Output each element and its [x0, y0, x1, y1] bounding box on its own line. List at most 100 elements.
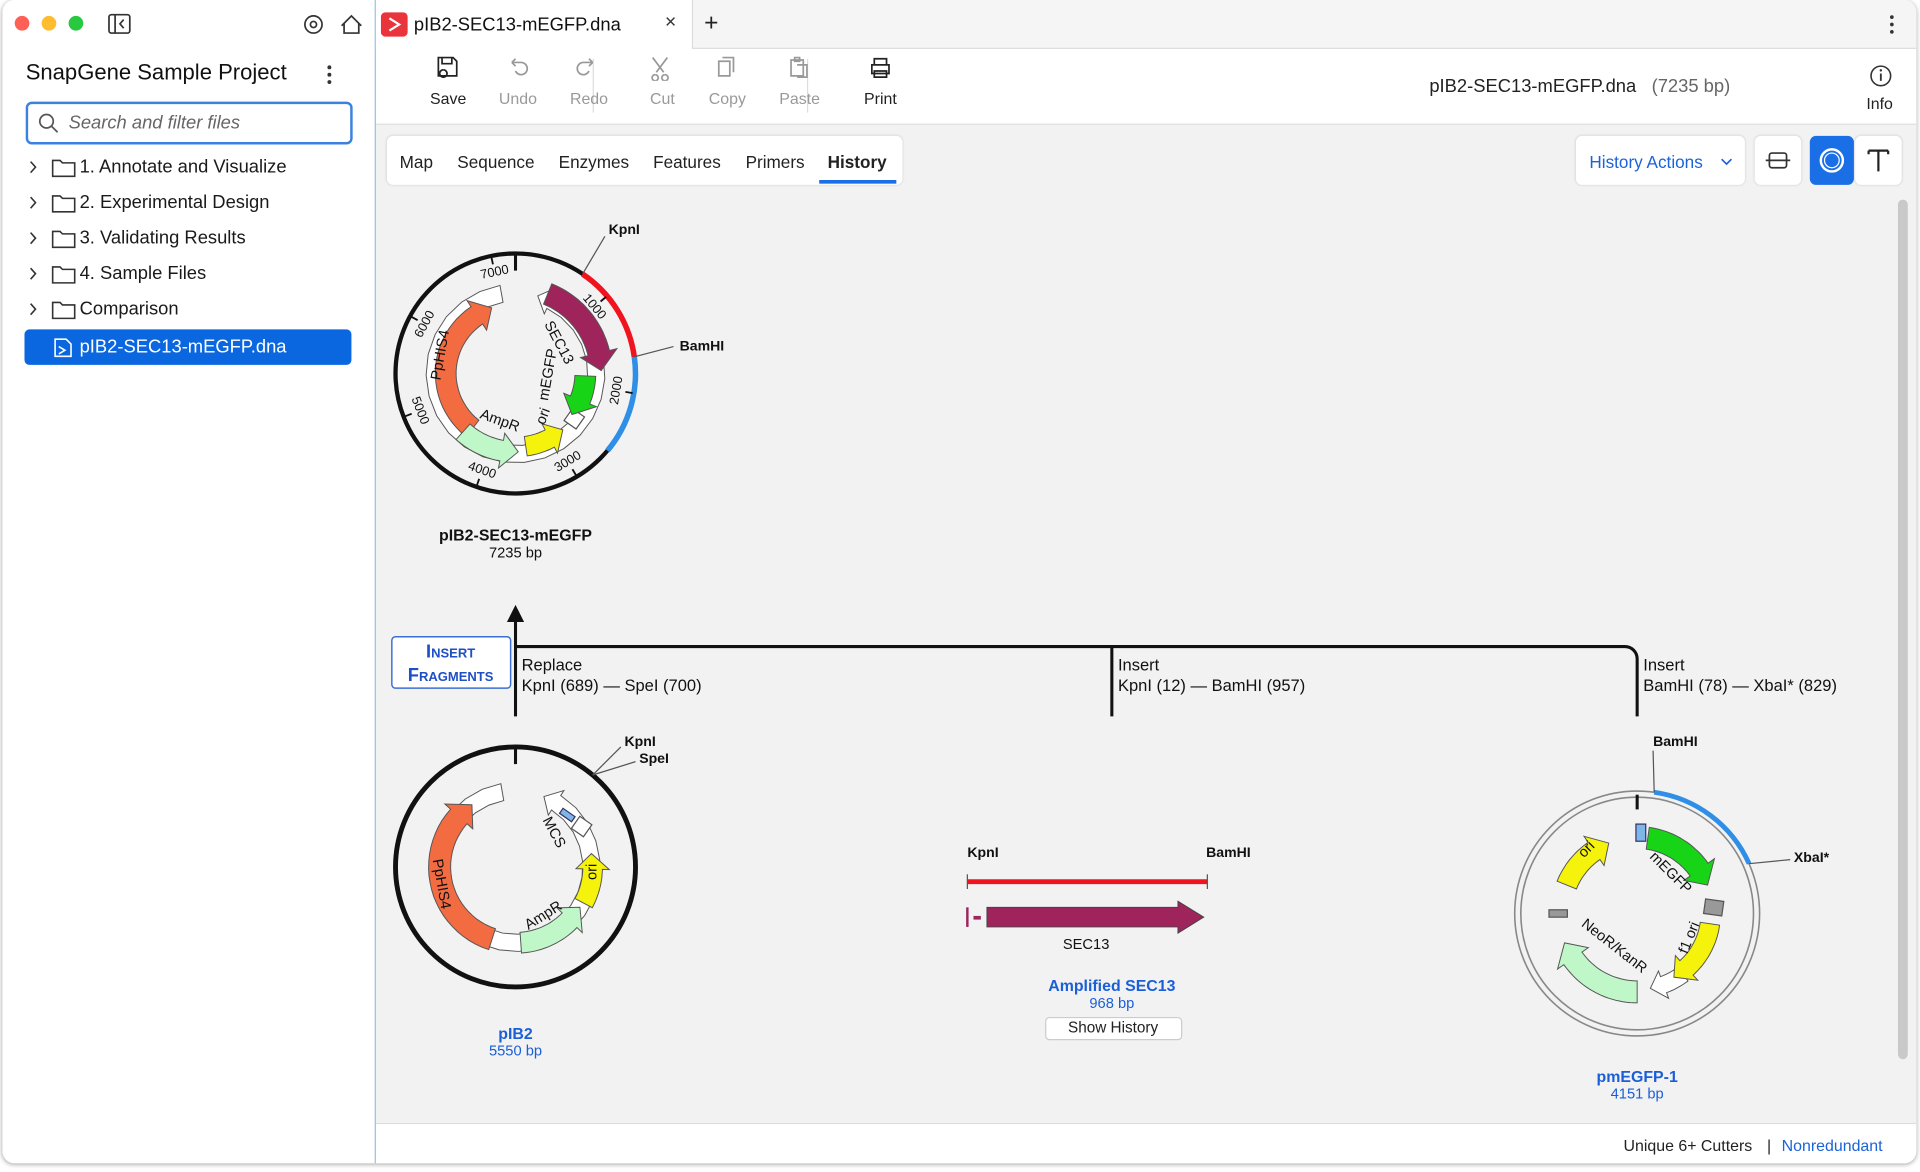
- feature-box: [1635, 823, 1647, 842]
- site-label: KpnI: [624, 733, 655, 749]
- toolbar-divider: [592, 58, 594, 113]
- window-menu[interactable]: [1886, 12, 1898, 36]
- view-tab-bar: [386, 135, 903, 185]
- input-size: 968 bp: [1089, 996, 1134, 1012]
- toolbar-button[interactable]: Undo: [484, 54, 553, 108]
- folder-icon: [30, 301, 76, 320]
- zoom-button[interactable]: [68, 15, 84, 31]
- feature-arrow: [562, 375, 598, 416]
- insert-region: [1653, 789, 1752, 865]
- feature-arrow: [1556, 942, 1638, 1004]
- view-tab[interactable]: Enzymes: [558, 151, 630, 172]
- folder-row[interactable]: 1. Annotate and Visualize: [24, 149, 351, 185]
- feature-mark: [966, 907, 969, 927]
- text-view-button[interactable]: [1855, 135, 1902, 185]
- view-tab[interactable]: Features: [653, 151, 721, 172]
- input-size: 4151 bp: [1611, 1087, 1664, 1103]
- folder-row[interactable]: 3. Validating Results: [24, 220, 351, 256]
- folder-name: Comparison: [79, 298, 179, 320]
- circular-view-button[interactable]: [1809, 135, 1854, 185]
- folder-row[interactable]: 4. Sample Files: [24, 256, 351, 292]
- dash: —: [1186, 676, 1212, 695]
- toolbar-divider: [806, 58, 809, 113]
- window-controls: [14, 13, 362, 34]
- site-from: BamHI (78): [1643, 676, 1727, 695]
- folder-icon: [30, 266, 76, 284]
- feature-label: SEC13: [1063, 937, 1110, 953]
- site-leader: [634, 345, 674, 358]
- feature-arrow: [1556, 835, 1610, 890]
- show-history-button[interactable]: [1045, 1016, 1183, 1041]
- folder-icon: [30, 159, 76, 178]
- scrollbar[interactable]: [1897, 199, 1908, 1060]
- tab-close[interactable]: ×: [664, 12, 677, 34]
- toolbar-label: Save: [430, 89, 467, 108]
- tick-mark: [410, 315, 419, 322]
- sidebar-toggle[interactable]: [108, 13, 131, 34]
- info-icon[interactable]: [1867, 62, 1894, 89]
- toolbar: pIB2-SEC13-mEGFP.dna (7235 bp) Info: [375, 48, 1917, 125]
- site-label: KpnI: [967, 844, 998, 860]
- folder-row[interactable]: Comparison: [24, 291, 351, 327]
- arrow-head: [506, 604, 525, 623]
- operation-sites: BamHI (78) — XbaI* (829): [1643, 676, 1837, 695]
- toolbar-button[interactable]: Print: [846, 54, 915, 108]
- site-label: SpeI: [639, 750, 669, 766]
- product-name: pIB2-SEC13-mEGFP: [439, 528, 592, 545]
- search-placeholder: Search and filter files: [68, 112, 241, 134]
- toolbar-button[interactable]: Save: [414, 54, 483, 108]
- new-tab[interactable]: +: [704, 9, 719, 37]
- view-tab-active[interactable]: History: [827, 151, 887, 172]
- view-tab[interactable]: Sequence: [457, 151, 535, 172]
- site-leader: [1652, 750, 1655, 793]
- selected-file[interactable]: pIB2-SEC13-mEGFP.dna: [24, 329, 352, 365]
- operation-action: Replace: [522, 655, 583, 674]
- file-name: pIB2-SEC13-mEGFP.dna (7235 bp): [1429, 76, 1730, 97]
- toolbar-icon: [870, 57, 890, 79]
- chevron: [1721, 158, 1733, 166]
- toolbar-button[interactable]: Copy: [693, 54, 762, 108]
- view-tab[interactable]: Map: [399, 151, 434, 172]
- close-button[interactable]: [14, 15, 30, 31]
- minimize-button[interactable]: [41, 15, 57, 31]
- history-connector: [513, 618, 1639, 717]
- home-button[interactable]: [341, 14, 362, 34]
- document-tab[interactable]: pIB2-SEC13-mEGFP.dna ×: [375, 0, 694, 49]
- site-leader: [1748, 858, 1791, 865]
- toolbar-icon: [790, 56, 808, 79]
- feature-label: 7000: [479, 261, 510, 281]
- feature-arrow: [1645, 826, 1716, 886]
- feature-label: 5000: [409, 394, 433, 426]
- search-box[interactable]: Search and filter files: [25, 101, 353, 145]
- tab-title: pIB2-SEC13-mEGFP.dna: [413, 14, 621, 36]
- toolbar-label: Print: [864, 89, 897, 108]
- dash: —: [1728, 676, 1754, 695]
- input-name: pIB2: [498, 1026, 533, 1043]
- toolbar-icon: [437, 56, 458, 78]
- operation-sites: KpnI (689) — SpeI (700): [522, 676, 702, 695]
- feature-label: ori: [533, 406, 554, 427]
- file-icon: [54, 338, 72, 358]
- folder-row[interactable]: 2. Experimental Design: [24, 185, 351, 221]
- toolbar-button[interactable]: Redo: [555, 54, 624, 108]
- site-from: KpnI (12): [1118, 676, 1186, 695]
- status-bar: Unique 6+ Cutters | Nonredundant: [375, 1122, 1917, 1164]
- feature-arrow: [428, 803, 497, 951]
- settings-button[interactable]: [304, 15, 323, 34]
- project-menu[interactable]: [323, 62, 335, 86]
- tick-mark: [404, 412, 412, 418]
- status-mode[interactable]: Nonredundant: [1781, 1136, 1883, 1155]
- toolbar-button[interactable]: Paste: [765, 54, 834, 108]
- input-name: pmEGFP-1: [1597, 1069, 1678, 1086]
- feature-label: 2000: [606, 375, 626, 406]
- view-tab[interactable]: Primers: [745, 151, 805, 172]
- info-label: Info: [1866, 94, 1893, 113]
- linear-view-button[interactable]: [1754, 135, 1802, 185]
- toolbar-button[interactable]: Cut: [628, 54, 697, 108]
- feature-arrow: [519, 906, 583, 954]
- history-actions-button[interactable]: History Actions: [1575, 135, 1745, 185]
- search-icon: [38, 113, 59, 133]
- tick-mark: [599, 296, 607, 303]
